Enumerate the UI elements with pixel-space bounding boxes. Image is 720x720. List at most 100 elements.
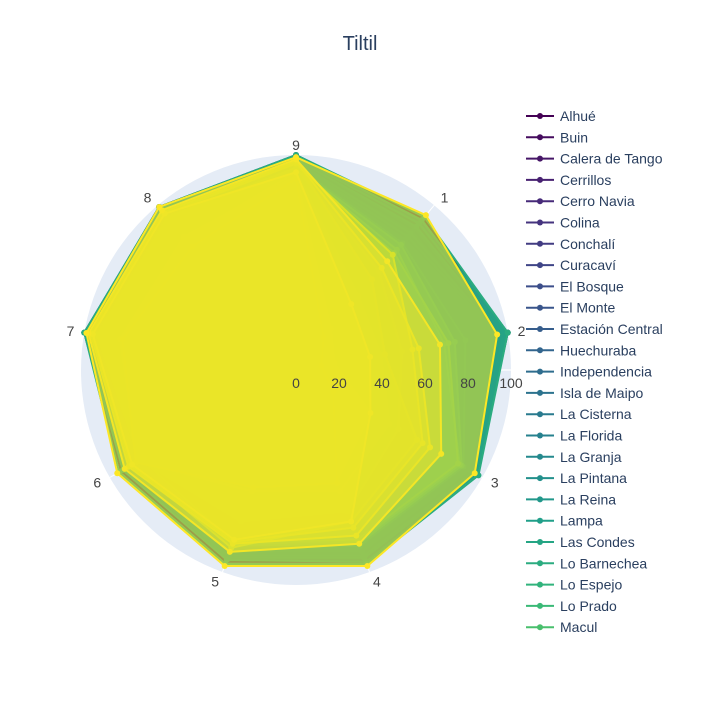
legend-marker — [537, 283, 543, 290]
angular-tick-label: 6 — [93, 475, 101, 491]
legend-label: El Bosque — [560, 278, 624, 294]
legend-marker — [537, 304, 543, 311]
legend-marker — [537, 155, 543, 162]
legend-item[interactable]: Isla de Maipo — [526, 385, 643, 401]
legend-item[interactable]: Lampa — [526, 513, 603, 529]
legend-marker — [537, 389, 543, 396]
series-point — [221, 562, 228, 569]
legend-label: El Monte — [560, 300, 615, 316]
legend-marker — [537, 432, 543, 439]
legend-item[interactable]: La Pintana — [526, 470, 627, 486]
legend-marker — [537, 368, 543, 375]
series-point — [156, 203, 163, 210]
legend-marker — [537, 475, 543, 482]
angular-tick-label: 8 — [144, 190, 152, 206]
legend-item[interactable]: El Bosque — [526, 278, 624, 294]
legend-item[interactable]: Calera de Tango — [526, 151, 663, 167]
angular-tick-label: 7 — [67, 323, 75, 339]
legend-item[interactable]: Macul — [526, 619, 597, 635]
radial-tick-label: 20 — [331, 375, 347, 391]
angular-tick-label: 2 — [518, 323, 526, 339]
series-point — [471, 470, 478, 477]
legend-marker — [537, 411, 543, 418]
radial-tick-label: 60 — [417, 375, 433, 391]
legend-item[interactable]: Independencia — [526, 364, 652, 380]
legend-label: Lo Barnechea — [560, 555, 647, 571]
legend-item[interactable]: Conchalí — [526, 236, 615, 252]
series-point — [83, 330, 90, 337]
legend-item[interactable]: Colina — [526, 215, 600, 231]
legend-marker — [537, 560, 543, 567]
legend-item[interactable]: Buin — [526, 129, 588, 145]
legend-label: Buin — [560, 129, 588, 145]
legend-marker — [537, 262, 543, 269]
chart-title: Tiltil — [343, 33, 378, 55]
legend-marker — [537, 198, 543, 205]
legend-label: Colina — [560, 215, 600, 231]
legend-item[interactable]: Lo Espejo — [526, 577, 622, 593]
legend-item[interactable]: El Monte — [526, 300, 615, 316]
legend-item[interactable]: La Florida — [526, 428, 622, 444]
radial-tick-label: 0 — [292, 375, 300, 391]
legend-label: Cerro Navia — [560, 193, 635, 209]
legend-label: Estación Central — [560, 321, 663, 337]
legend-marker — [537, 176, 543, 183]
legend[interactable]: Alhué Buin Calera de Tango Cerrillos Cerro N… — [526, 108, 663, 635]
angular-tick-label: 4 — [373, 573, 381, 589]
angular-tick-label: 9 — [292, 137, 300, 153]
series-point — [293, 154, 299, 161]
legend-marker — [537, 581, 543, 588]
legend-label: Lo Prado — [560, 598, 617, 614]
series-polygon — [85, 156, 499, 567]
legend-label: Alhué — [560, 108, 596, 124]
series-point — [422, 212, 429, 219]
legend-label: Macul — [560, 619, 597, 635]
legend-label: Lampa — [560, 513, 603, 529]
legend-label: Huechuraba — [560, 342, 636, 358]
legend-label: La Granja — [560, 449, 622, 465]
legend-label: Las Condes — [560, 534, 635, 550]
legend-marker — [537, 517, 543, 524]
legend-marker — [537, 113, 543, 119]
series-point — [504, 329, 511, 336]
legend-marker — [537, 219, 543, 226]
legend-item[interactable]: Lo Barnechea — [526, 555, 647, 571]
legend-item[interactable]: La Granja — [526, 449, 622, 465]
legend-label: La Pintana — [560, 470, 627, 486]
legend-item[interactable]: Alhué — [526, 108, 596, 124]
legend-marker — [537, 539, 543, 545]
legend-item[interactable]: Huechuraba — [526, 342, 636, 358]
legend-item[interactable]: Cerro Navia — [526, 193, 635, 209]
legend-item[interactable]: Estación Central — [526, 321, 663, 337]
legend-marker — [537, 602, 543, 609]
legend-label: Isla de Maipo — [560, 385, 643, 401]
angular-tick-label: 1 — [441, 190, 449, 206]
legend-label: La Florida — [560, 428, 622, 444]
legend-item[interactable]: Lo Prado — [526, 598, 617, 614]
radial-tick-label: 100 — [499, 375, 523, 391]
series-point — [114, 470, 121, 477]
legend-label: Lo Espejo — [560, 577, 622, 593]
legend-item[interactable]: Las Condes — [526, 534, 635, 550]
legend-label: Curacaví — [560, 257, 616, 273]
legend-marker — [537, 326, 543, 332]
legend-item[interactable]: La Reina — [526, 491, 616, 507]
legend-marker — [537, 624, 543, 631]
legend-label: La Reina — [560, 491, 616, 507]
legend-label: Calera de Tango — [560, 151, 663, 167]
legend-marker — [537, 347, 543, 354]
legend-marker — [537, 134, 543, 141]
legend-label: La Cisterna — [560, 406, 632, 422]
legend-item[interactable]: La Cisterna — [526, 406, 632, 422]
legend-marker — [537, 453, 543, 460]
legend-label: Cerrillos — [560, 172, 611, 188]
legend-item[interactable]: Curacaví — [526, 257, 616, 273]
series-layer — [81, 152, 511, 569]
series-point — [364, 562, 371, 569]
radial-tick-labels: 0 20 40 60 80 100 — [292, 375, 523, 391]
radial-tick-label: 80 — [460, 375, 476, 391]
series-point — [494, 331, 501, 338]
angular-tick-labels: 1 2 3 4 5 6 7 8 9 — [67, 137, 526, 589]
legend-item[interactable]: Cerrillos — [526, 172, 611, 188]
